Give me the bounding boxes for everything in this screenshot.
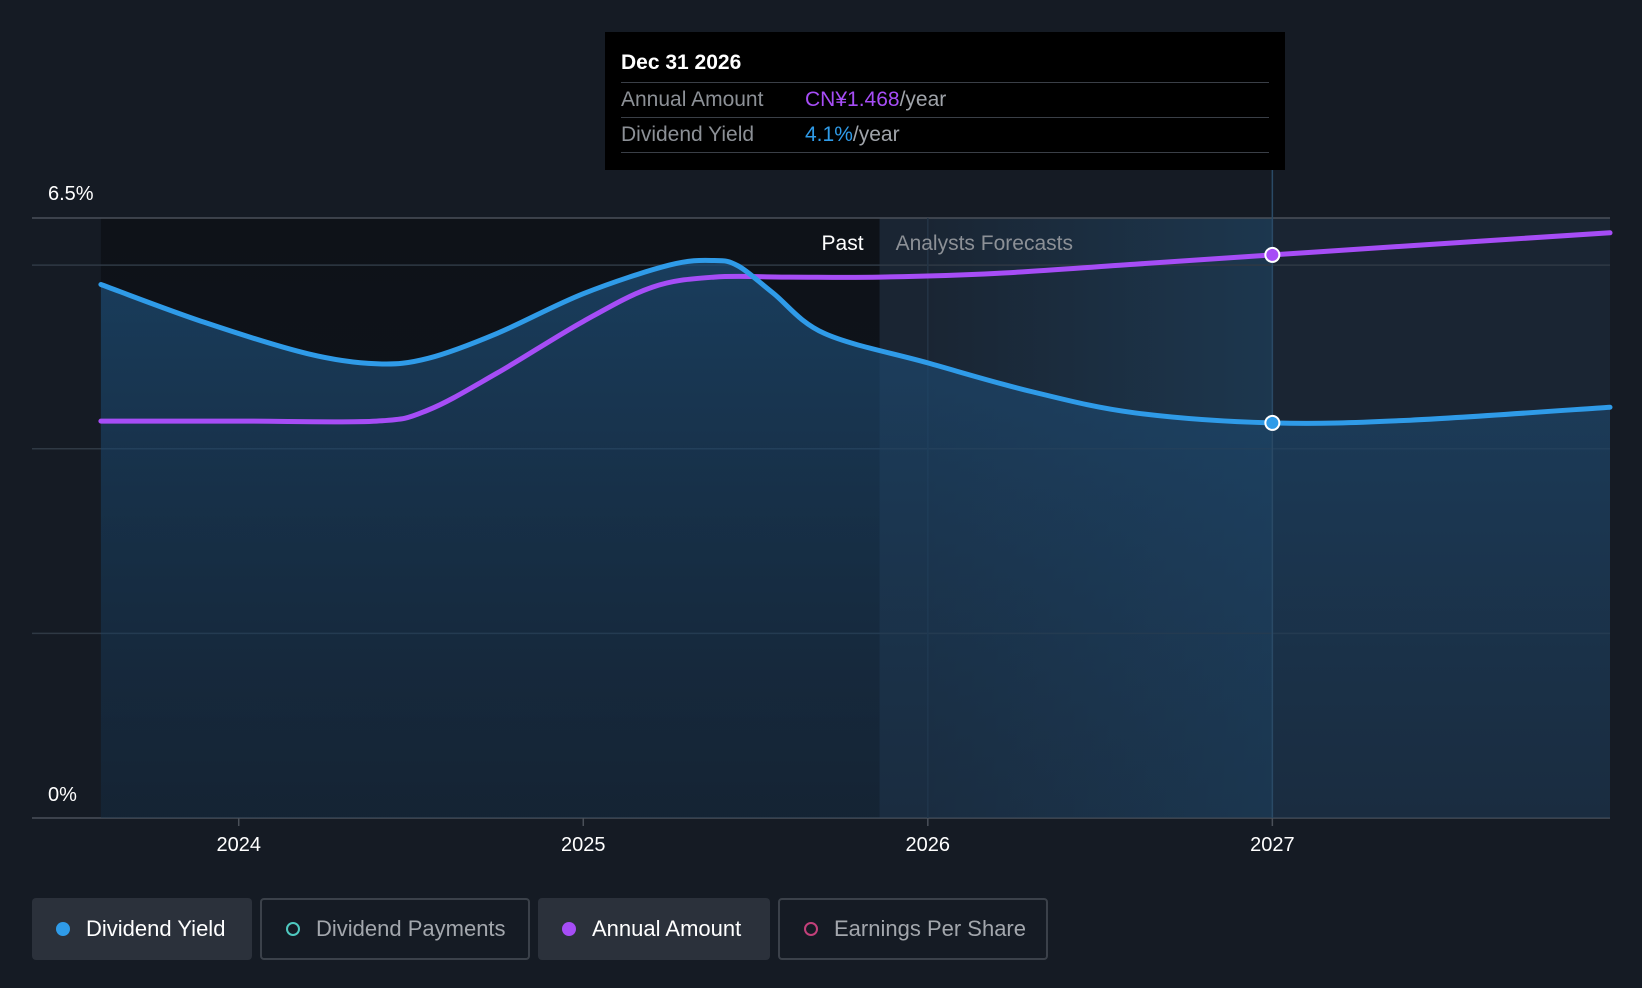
x-axis: 2024 2025 2026 2027 <box>216 818 1295 856</box>
legend-dividend-payments[interactable]: Dividend Payments <box>260 898 530 960</box>
annual-amount-marker <box>1264 246 1281 263</box>
past-label: Past <box>822 232 864 255</box>
dividend-yield-line <box>98 257 1613 426</box>
tooltip: Dec 31 2026 Annual Amount CN¥1.468/year D… <box>605 32 1285 170</box>
x-tick-label: 2026 <box>906 834 951 856</box>
legend-earnings-per-share-label: Earnings Per Share <box>834 916 1026 941</box>
earnings-per-share-ring-icon <box>804 922 818 936</box>
y-axis-top-label: 6.5% <box>48 183 94 205</box>
annual-amount-dot-icon <box>562 922 576 936</box>
x-tick-label: 2027 <box>1250 834 1295 856</box>
legend-dividend-yield[interactable]: Dividend Yield <box>32 898 252 960</box>
tooltip-annual-unit: /year <box>899 88 947 111</box>
x-tick-label: 2025 <box>561 834 606 856</box>
x-tick-label: 2024 <box>216 834 261 856</box>
tooltip-yield-row: Dividend Yield 4.1%/year <box>621 118 1269 153</box>
tooltip-annual-label: Annual Amount <box>621 88 764 111</box>
tooltip-yield-value: 4.1% <box>805 123 853 146</box>
dividend-yield-area <box>100 260 1610 818</box>
tooltip-date: Dec 31 2026 <box>621 48 1269 83</box>
legend-annual-amount-label: Annual Amount <box>592 916 742 941</box>
y-axis-bottom-label: 0% <box>48 784 77 806</box>
tooltip-annual-value: CN¥1.468 <box>805 88 900 111</box>
dividend-yield-marker <box>1264 414 1281 431</box>
tooltip-yield-unit: /year <box>852 123 900 146</box>
legend-dividend-yield-label: Dividend Yield <box>86 916 226 941</box>
legend-annual-amount[interactable]: Annual Amount <box>538 898 770 960</box>
legend-earnings-per-share[interactable]: Earnings Per Share <box>778 898 1048 960</box>
tooltip-annual-row: Annual Amount CN¥1.468/year <box>621 83 1269 118</box>
dividend-yield-dot-icon <box>56 922 70 936</box>
legend-dividend-payments-label: Dividend Payments <box>316 916 506 941</box>
dividend-payments-ring-icon <box>286 922 300 936</box>
tooltip-yield-label: Dividend Yield <box>621 123 755 146</box>
analysts-forecasts-label: Analysts Forecasts <box>896 232 1073 255</box>
